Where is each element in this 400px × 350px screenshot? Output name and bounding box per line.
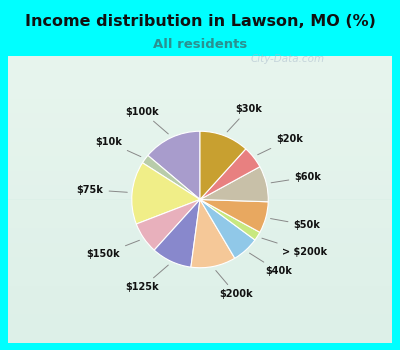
Text: $10k: $10k: [95, 137, 141, 157]
Wedge shape: [154, 199, 200, 267]
Bar: [8, 243, 392, 257]
Wedge shape: [200, 167, 268, 202]
Text: > $200k: > $200k: [262, 238, 327, 257]
Text: $50k: $50k: [270, 218, 320, 230]
Bar: [8, 329, 392, 343]
Text: $60k: $60k: [271, 172, 321, 183]
Text: $100k: $100k: [126, 107, 168, 134]
Wedge shape: [142, 155, 200, 200]
Text: City-Data.com: City-Data.com: [251, 55, 325, 64]
Wedge shape: [200, 199, 268, 232]
Wedge shape: [191, 199, 235, 268]
Wedge shape: [136, 199, 200, 250]
Bar: [8, 171, 392, 185]
Wedge shape: [148, 131, 200, 200]
Text: $125k: $125k: [126, 265, 168, 292]
Wedge shape: [200, 199, 260, 240]
Bar: [8, 257, 392, 271]
Text: Income distribution in Lawson, MO (%): Income distribution in Lawson, MO (%): [24, 14, 376, 29]
Bar: [8, 314, 392, 329]
Bar: [8, 156, 392, 171]
Wedge shape: [200, 149, 260, 200]
Bar: [8, 185, 392, 199]
Text: All residents: All residents: [153, 38, 247, 51]
Bar: [8, 142, 392, 156]
Text: $30k: $30k: [227, 104, 262, 132]
Wedge shape: [200, 131, 246, 200]
Bar: [8, 56, 392, 70]
Bar: [8, 300, 392, 314]
Text: $40k: $40k: [250, 253, 292, 276]
FancyBboxPatch shape: [8, 56, 392, 343]
Text: $150k: $150k: [86, 240, 140, 259]
Bar: [8, 70, 392, 85]
Bar: [8, 199, 392, 214]
Bar: [8, 128, 392, 142]
Bar: [8, 214, 392, 228]
Text: $20k: $20k: [258, 134, 303, 155]
Wedge shape: [200, 199, 255, 258]
Bar: [8, 286, 392, 300]
Bar: [8, 85, 392, 99]
Wedge shape: [132, 163, 200, 224]
Text: $200k: $200k: [216, 271, 253, 300]
Bar: [8, 99, 392, 113]
Bar: [8, 271, 392, 286]
Bar: [8, 228, 392, 243]
Bar: [8, 113, 392, 128]
Text: $75k: $75k: [77, 185, 127, 195]
